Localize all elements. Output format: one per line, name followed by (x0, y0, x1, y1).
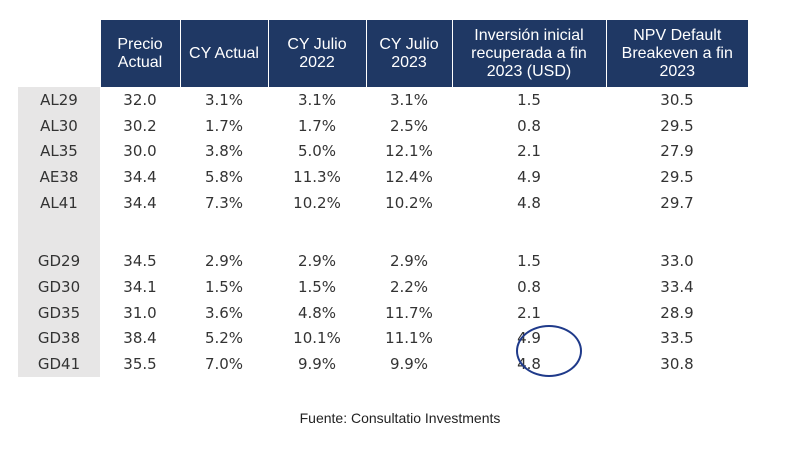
value-cell: 2.1 (517, 303, 541, 322)
value-cell: 35.5 (123, 355, 157, 374)
value-cell: 5.2% (204, 329, 244, 348)
value-cell: 1.7% (204, 116, 244, 135)
bond-ticker-cell: AL35 (18, 138, 100, 165)
value-cell: 10.2% (293, 193, 341, 212)
corner-cell (18, 20, 100, 87)
value-cell: 10.2% (385, 193, 433, 212)
value-cell: 10.1% (293, 329, 341, 348)
header-row: Precio Actual CY Actual CY Julio 2022 CY… (18, 20, 748, 87)
value-cell: 34.4 (123, 167, 157, 186)
value-cell: 3.6% (204, 303, 244, 322)
value-cell: 30.5 (660, 90, 694, 109)
value-cell: 34.1 (123, 277, 157, 296)
bond-ticker-cell: GD41 (18, 351, 100, 377)
value-cell: 33.0 (660, 252, 694, 271)
header-npv-default-breakeven: NPV Default Breakeven a fin 2023 (605, 20, 748, 87)
value-cell: 0.8 (517, 277, 541, 296)
value-cell: 3.1% (297, 90, 337, 109)
value-cell: 2.5% (389, 116, 429, 135)
value-cell: 11.1% (385, 329, 433, 348)
spacer-cell (100, 215, 180, 248)
spacer-label-cell (18, 215, 100, 249)
value-cell: 3.8% (204, 142, 244, 161)
value-cell: 28.9 (660, 303, 694, 322)
value-cell: 7.0% (204, 355, 244, 374)
value-cell: 29.7 (660, 193, 694, 212)
value-cell: 4.8 (517, 193, 541, 212)
table-row: GD38 38.4 5.2% 10.1% 11.1% 4.9 33.5 (18, 325, 748, 352)
value-cell: 29.5 (660, 167, 694, 186)
value-cell: 5.8% (204, 167, 244, 186)
value-cell: 12.1% (385, 142, 433, 161)
value-cell: 9.9% (389, 355, 429, 374)
value-cell: 1.5% (297, 277, 337, 296)
table-row: AL29 32.0 3.1% 3.1% 3.1% 1.5 30.5 (18, 87, 748, 113)
value-cell: 30.2 (123, 116, 157, 135)
value-cell: 11.7% (385, 303, 433, 322)
bond-yield-table: Precio Actual CY Actual CY Julio 2022 CY… (18, 20, 748, 377)
bond-ticker-cell: GD30 (18, 274, 100, 300)
highlight-circle (516, 325, 582, 377)
value-cell: 11.3% (293, 167, 341, 186)
value-cell: 4.9 (517, 167, 541, 186)
value-cell: 4.8% (297, 303, 337, 322)
table-row: GD41 35.5 7.0% 9.9% 9.9% 4.8 30.8 (18, 351, 748, 377)
source-note: Fuente: Consultatio Investments (299, 410, 501, 426)
value-cell: 30.0 (123, 142, 157, 161)
value-cell: 32.0 (123, 90, 157, 109)
value-cell: 1.5 (517, 90, 541, 109)
header-cy-julio-2023: CY Julio 2023 (365, 20, 452, 87)
header-precio-actual: Precio Actual (99, 20, 180, 87)
value-cell: 12.4% (385, 167, 433, 186)
value-cell: 2.1 (517, 142, 541, 161)
value-cell: 5.0% (297, 142, 337, 161)
table-row: AL30 30.2 1.7% 1.7% 2.5% 0.8 29.5 (18, 112, 748, 139)
value-cell: 29.5 (660, 116, 694, 135)
bond-ticker-cell: GD35 (18, 299, 100, 326)
group-spacer-row (18, 215, 748, 249)
bond-ticker-cell: AE38 (18, 164, 100, 190)
value-cell: 0.8 (517, 116, 541, 135)
spacer-cell (268, 215, 366, 248)
value-cell: 34.5 (123, 252, 157, 271)
value-cell: 1.5 (517, 252, 541, 271)
table-row: AL41 34.4 7.3% 10.2% 10.2% 4.8 29.7 (18, 189, 748, 216)
table-row: GD29 34.5 2.9% 2.9% 2.9% 1.5 33.0 (18, 248, 748, 275)
spacer-cell (366, 215, 452, 248)
value-cell: 34.4 (123, 193, 157, 212)
value-cell: 2.9% (204, 252, 244, 271)
spacer-cell (606, 215, 748, 248)
value-cell: 33.4 (660, 277, 694, 296)
value-cell: 31.0 (123, 303, 157, 322)
value-cell: 38.4 (123, 329, 157, 348)
value-cell: 9.9% (297, 355, 337, 374)
bond-ticker-cell: AL30 (18, 112, 100, 139)
value-cell: 2.2% (389, 277, 429, 296)
header-cy-julio-2022: CY Julio 2022 (267, 20, 366, 87)
table-row: GD35 31.0 3.6% 4.8% 11.7% 2.1 28.9 (18, 299, 748, 326)
value-cell: 2.9% (389, 252, 429, 271)
bond-ticker-cell: AL41 (18, 189, 100, 216)
bond-ticker-cell: AL29 (18, 87, 100, 113)
value-cell: 27.9 (660, 142, 694, 161)
table-body: AL29 32.0 3.1% 3.1% 3.1% 1.5 30.5 AL30 30.2 1.7% 1… (18, 87, 748, 377)
bond-ticker-cell: GD38 (18, 325, 100, 352)
table-row: AL35 30.0 3.8% 5.0% 12.1% 2.1 27.9 (18, 138, 748, 165)
value-cell: 3.1% (389, 90, 429, 109)
table-row: AE38 34.4 5.8% 11.3% 12.4% 4.9 29.5 (18, 164, 748, 190)
bond-ticker-cell: GD29 (18, 248, 100, 275)
value-cell: 1.5% (204, 277, 244, 296)
value-cell: 7.3% (204, 193, 244, 212)
value-cell: 1.7% (297, 116, 337, 135)
value-cell: 30.8 (660, 355, 694, 374)
table-row: GD30 34.1 1.5% 1.5% 2.2% 0.8 33.4 (18, 274, 748, 300)
value-cell: 3.1% (204, 90, 244, 109)
header-inversion-recuperada: Inversión inicial recuperada a fin 2023 … (451, 20, 606, 87)
header-cy-actual: CY Actual (179, 20, 268, 87)
spacer-cell (180, 215, 268, 248)
spacer-cell (452, 215, 606, 248)
value-cell: 2.9% (297, 252, 337, 271)
value-cell: 33.5 (660, 329, 694, 348)
